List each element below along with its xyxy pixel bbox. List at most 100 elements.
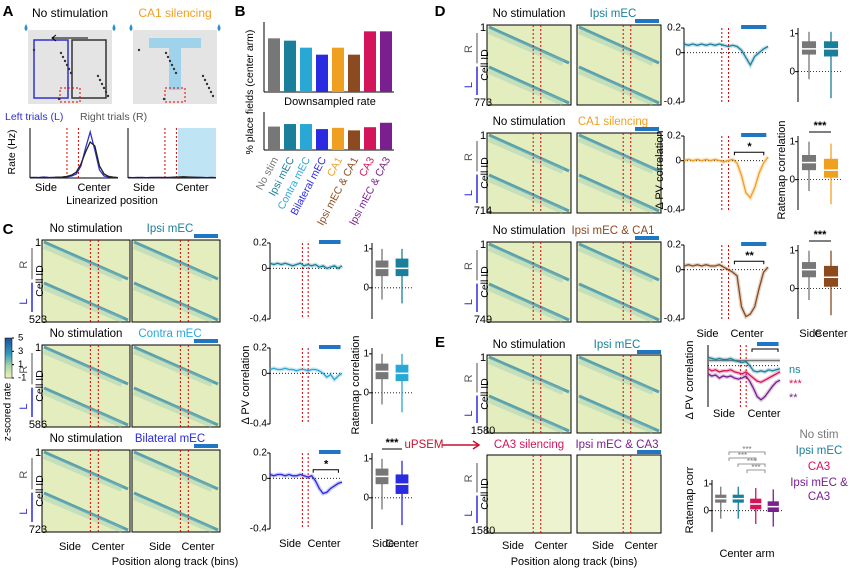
heatmap-sequence (488, 355, 570, 433)
condition: Ipsi mEC (147, 223, 194, 235)
r-label: R (18, 261, 30, 269)
y-tick-label: -0.4 (250, 314, 268, 325)
spike (211, 94, 215, 98)
heatmap (486, 132, 572, 214)
y-tick-label: 0.2 (253, 343, 267, 354)
bar (332, 47, 344, 92)
pv-trace (269, 262, 343, 270)
x-tick-label: Side (279, 538, 301, 550)
r-label: R (463, 374, 475, 382)
pv-trace (683, 264, 769, 318)
y-tick-label: 0 (363, 282, 369, 293)
significance: ** (745, 250, 754, 262)
cell-count: 749 (474, 314, 492, 326)
y-tick-label: 1 (789, 245, 795, 256)
condition: Ipsi mEC (590, 8, 637, 20)
center-zone (164, 87, 186, 103)
x-tick-label: Center (814, 328, 847, 340)
cell-axis-label: Cell ID (479, 49, 491, 81)
l-label: L (18, 403, 30, 409)
y-tick-label: 0 (675, 155, 681, 166)
y-tick-label: -0.4 (664, 205, 682, 216)
x-tick-label: Center (91, 541, 124, 553)
heatmap-sequence (133, 345, 219, 427)
legend-entry: Ipsi mEC (795, 445, 843, 457)
condition: No stimulation (493, 116, 566, 128)
bar (300, 124, 312, 150)
y-tick-label: 0 (675, 47, 681, 58)
y-tick-label: 0 (261, 368, 267, 379)
y-axis-label: Rate (Hz) (6, 130, 18, 175)
heatmap-haze (577, 358, 655, 434)
x-tick-label: Center (730, 328, 763, 340)
spike (209, 90, 213, 94)
panel-label: D (435, 3, 446, 20)
heatmap-sequence (133, 240, 219, 322)
bar (316, 54, 328, 92)
drop (217, 24, 221, 31)
x-tick-label: Side (35, 182, 57, 194)
spike (67, 67, 71, 71)
significance: *** (742, 445, 751, 454)
rate-trace (29, 129, 119, 179)
cell-first: 1 (480, 352, 486, 364)
cell-axis-label: Cell ID (34, 370, 46, 402)
bar (364, 127, 376, 150)
significance: ** (789, 392, 798, 404)
colorbar (4, 337, 13, 379)
pv-trace (269, 367, 343, 381)
stim-bar (318, 450, 341, 454)
l-label: L (463, 82, 475, 88)
pv-trace (707, 373, 781, 401)
heatmap-sequence (488, 133, 570, 213)
cell-axis-label: Cell ID (479, 478, 491, 510)
y-tick-label: 1 (789, 28, 795, 39)
significance: *** (814, 120, 828, 132)
pv-trace (707, 368, 781, 383)
pv-trace-band (683, 262, 770, 320)
bar (316, 129, 328, 150)
center-zone (59, 87, 81, 103)
heatmap (486, 354, 572, 434)
drop (24, 24, 28, 31)
cell-first: 1 (35, 447, 41, 459)
sig-bracket (733, 151, 765, 156)
stim-bar (637, 350, 661, 354)
colorbar-tick: 1 (18, 359, 23, 370)
spike (96, 74, 100, 78)
legend-entry: Ipsi mEC & CA3 (790, 477, 848, 503)
heatmap (576, 354, 662, 434)
y-tick-label: 0 (261, 473, 267, 484)
panel-label: C (3, 221, 14, 238)
x-tick-label: Center (385, 538, 418, 550)
heatmap-haze (132, 453, 214, 533)
y-tick-label: 0 (789, 66, 795, 77)
cell-first: 1 (480, 239, 486, 251)
sig-bracket (728, 457, 757, 461)
legend-entry: CA3 (807, 461, 831, 473)
colorbar-label: z-scored rate (3, 382, 14, 441)
y-axis-label: Δ PV correlation (654, 131, 666, 210)
x-tick-label: Center (747, 408, 780, 420)
y-tick-label: 0 (363, 387, 369, 398)
heatmap-haze (487, 28, 565, 106)
spike (170, 63, 174, 67)
y-tick-label: 0 (675, 264, 681, 275)
spike (65, 63, 69, 67)
x-tick-label: Side (713, 408, 735, 420)
bar (268, 126, 280, 150)
stim-bar (194, 234, 218, 238)
box-iqr (823, 158, 839, 178)
heatmap (131, 449, 221, 533)
bar (332, 127, 344, 150)
y-tick-label: -0.4 (250, 419, 268, 430)
sig-bracket (746, 469, 766, 473)
heatmap (486, 454, 572, 534)
pv-trace (707, 356, 781, 373)
box-iqr (395, 258, 409, 277)
silencing-zone (178, 128, 216, 178)
cell-count: 773 (474, 97, 492, 109)
panel-label: E (435, 334, 445, 351)
colorbar-tick: 5 (18, 333, 23, 344)
cell-count: 586 (29, 419, 47, 431)
